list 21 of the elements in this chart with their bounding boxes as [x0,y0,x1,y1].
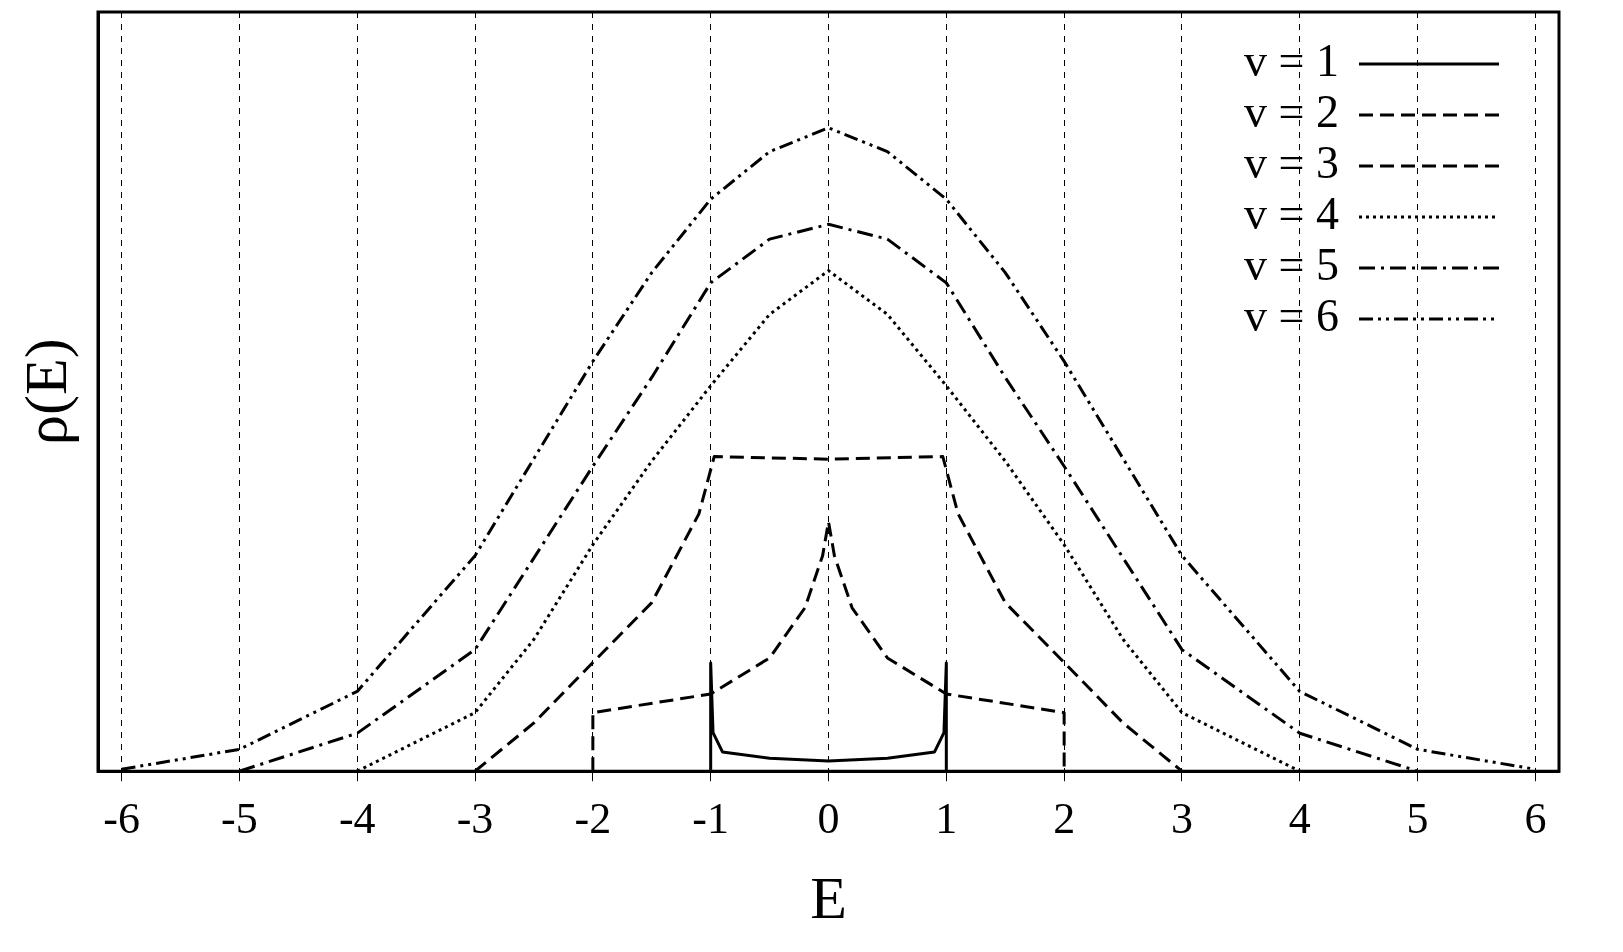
legend-label: v = 4 [1244,188,1339,240]
x-tick-label: 1 [935,794,958,844]
x-tick-label: 4 [1288,794,1311,844]
x-tick-label: -2 [574,794,612,844]
legend-label: v = 5 [1244,239,1339,291]
x-tick-label: 2 [1053,794,1076,844]
x-tick-label: -6 [103,794,140,844]
legend-label: v = 1 [1244,35,1339,87]
legend-label: v = 3 [1244,137,1339,189]
x-tick-label: 6 [1524,794,1547,844]
x-tick-label: -1 [692,794,730,844]
y-axis-title: ρ(E) [12,338,79,445]
legend-label: v = 2 [1244,86,1339,138]
x-tick-label: 3 [1170,794,1193,844]
x-axis-title: E [810,864,847,931]
x-tick-label: -3 [456,794,494,844]
legend-label: v = 6 [1244,290,1339,342]
x-tick-label: 5 [1406,794,1429,844]
x-tick-label: -4 [338,794,376,844]
x-tick-label: -5 [221,794,258,844]
x-tick-label: 0 [817,794,840,844]
